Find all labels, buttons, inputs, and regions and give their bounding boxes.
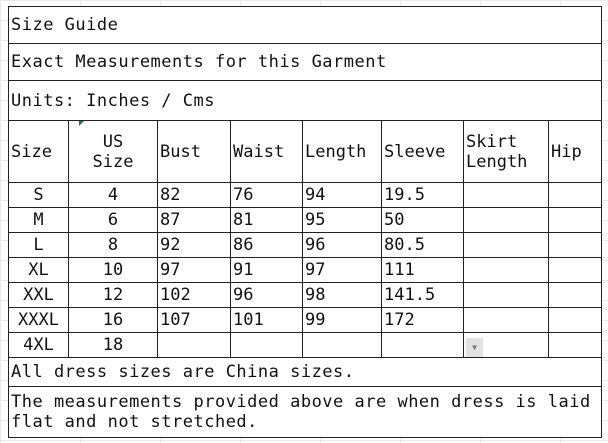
- table-row: XL 10 97 91 97 111: [8, 257, 602, 283]
- header-us-line2: Size: [92, 151, 134, 172]
- cell-waist[interactable]: 91: [230, 257, 303, 283]
- cell-hip[interactable]: [548, 307, 602, 333]
- comment-indicator-icon: [79, 121, 84, 126]
- header-bust[interactable]: Bust: [157, 120, 231, 183]
- cell-sleeve[interactable]: 111: [381, 257, 464, 283]
- cell-hip[interactable]: [548, 332, 602, 358]
- cell-bust[interactable]: 87: [157, 207, 231, 233]
- cell-bust[interactable]: 102: [157, 282, 231, 308]
- cell-sleeve[interactable]: 50: [381, 207, 464, 233]
- cell-size[interactable]: XXL: [8, 282, 69, 308]
- cell-length[interactable]: 96: [302, 232, 382, 258]
- cell-waist[interactable]: 96: [230, 282, 303, 308]
- cell-sleeve[interactable]: 141.5: [381, 282, 464, 308]
- table-row: XXXL 16 107 101 99 172: [8, 307, 602, 333]
- cell-sleeve[interactable]: 19.5: [381, 182, 464, 208]
- header-us-size[interactable]: US Size: [68, 120, 158, 183]
- cell-length[interactable]: 95: [302, 207, 382, 233]
- cell-us-size[interactable]: 8: [68, 232, 158, 258]
- header-hip[interactable]: Hip: [548, 120, 602, 183]
- cell-waist[interactable]: [230, 332, 303, 358]
- table-row: L 8 92 86 96 80.5: [8, 232, 602, 258]
- table-row: 4XL 18: [8, 332, 602, 358]
- cell-us-size[interactable]: 4: [68, 182, 158, 208]
- cell-length[interactable]: 94: [302, 182, 382, 208]
- cell-us-size[interactable]: 6: [68, 207, 158, 233]
- header-us-line1: US: [102, 131, 124, 152]
- cell-sleeve[interactable]: 172: [381, 307, 464, 333]
- cell-bust[interactable]: 107: [157, 307, 231, 333]
- note-measurements[interactable]: The measurements provided above are when…: [8, 386, 602, 438]
- cell-length[interactable]: 97: [302, 257, 382, 283]
- table-row: M 6 87 81 95 50: [8, 207, 602, 233]
- cell-bust[interactable]: 92: [157, 232, 231, 258]
- cell-hip[interactable]: [548, 207, 602, 233]
- cell-bust[interactable]: 82: [157, 182, 231, 208]
- cell-size[interactable]: 4XL: [8, 332, 69, 358]
- header-sleeve[interactable]: Sleeve: [381, 120, 464, 183]
- title-cell[interactable]: Size Guide: [8, 6, 602, 44]
- cell-length[interactable]: [302, 332, 382, 358]
- cell-size[interactable]: XXXL: [8, 307, 69, 333]
- header-skirt-line1: Skirt: [466, 131, 518, 152]
- cell-length[interactable]: 99: [302, 307, 382, 333]
- cell-hip[interactable]: [548, 182, 602, 208]
- size-guide-table: Size Guide Exact Measurements for this G…: [8, 6, 602, 438]
- cell-waist[interactable]: 81: [230, 207, 303, 233]
- note-china-sizes[interactable]: All dress sizes are China sizes.: [8, 357, 602, 387]
- cell-skirt-length[interactable]: [463, 207, 549, 233]
- cell-bust[interactable]: 97: [157, 257, 231, 283]
- cell-hip[interactable]: [548, 282, 602, 308]
- cell-sleeve[interactable]: [381, 332, 464, 358]
- header-skirt-line2: Length: [466, 151, 528, 172]
- dropdown-arrow-icon[interactable]: ▼: [466, 338, 483, 357]
- cell-skirt-length[interactable]: [463, 257, 549, 283]
- cell-waist[interactable]: 101: [230, 307, 303, 333]
- table-row: XXL 12 102 96 98 141.5: [8, 282, 602, 308]
- cell-hip[interactable]: [548, 232, 602, 258]
- cell-size[interactable]: L: [8, 232, 69, 258]
- cell-us-size[interactable]: 12: [68, 282, 158, 308]
- cell-size[interactable]: S: [8, 182, 69, 208]
- units-cell[interactable]: Units: Inches / Cms: [8, 80, 602, 121]
- cell-size[interactable]: XL: [8, 257, 69, 283]
- cell-sleeve[interactable]: 80.5: [381, 232, 464, 258]
- cell-hip[interactable]: [548, 257, 602, 283]
- cell-waist[interactable]: 76: [230, 182, 303, 208]
- subtitle-cell[interactable]: Exact Measurements for this Garment: [8, 43, 602, 81]
- cell-skirt-length[interactable]: [463, 182, 549, 208]
- cell-us-size[interactable]: 10: [68, 257, 158, 283]
- cell-skirt-length[interactable]: [463, 282, 549, 308]
- header-skirt-length[interactable]: Skirt Length: [463, 120, 549, 183]
- header-row: Size US Size Bust Waist Length Sleeve Ski…: [8, 120, 602, 183]
- cell-us-size[interactable]: 16: [68, 307, 158, 333]
- cell-us-size[interactable]: 18: [68, 332, 158, 358]
- cell-bust[interactable]: [157, 332, 231, 358]
- header-length[interactable]: Length: [302, 120, 382, 183]
- table-row: S 4 82 76 94 19.5: [8, 182, 602, 208]
- cell-length[interactable]: 98: [302, 282, 382, 308]
- cell-skirt-length[interactable]: [463, 307, 549, 333]
- header-size[interactable]: Size: [8, 120, 69, 183]
- cell-size[interactable]: M: [8, 207, 69, 233]
- cell-skirt-length[interactable]: [463, 232, 549, 258]
- cell-waist[interactable]: 86: [230, 232, 303, 258]
- header-waist[interactable]: Waist: [230, 120, 303, 183]
